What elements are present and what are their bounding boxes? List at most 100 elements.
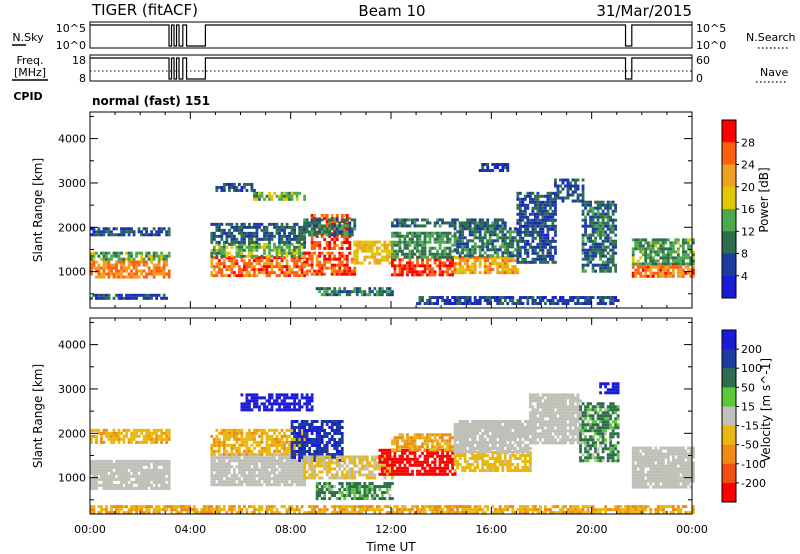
scatter-cell-0 [97,266,101,270]
scatter-cell-21 [604,263,608,267]
scatter-cell-13 [385,255,389,259]
scatter-cell-2 [145,233,148,237]
scatter-cell-7 [290,194,294,198]
scatter-cell-0 [152,266,156,270]
scatter-cell-21 [606,224,610,228]
scatter-cell-4 [263,268,266,272]
scatter-cell-22 [669,265,673,269]
scatter-cell-7 [360,494,364,498]
scatter-cell-3 [243,440,246,444]
scatter-cell-22 [649,265,653,269]
scatter-cell-0 [155,263,159,267]
scatter-cell-9 [305,269,309,273]
scatter-cell-24 [473,299,477,303]
scatter-cell-6 [245,231,249,235]
scatter-cell-16 [456,268,460,272]
scatter-cell-6 [303,458,307,462]
scatter-cell-19 [536,200,540,204]
scatter-cell-4 [268,402,271,406]
scatter-cell-5 [338,425,342,429]
scatter-cell-23 [674,238,678,242]
scatter-cell-11 [315,218,319,222]
scatter-cell-3 [150,293,154,297]
scatter-cell-2 [253,456,256,460]
scatter-cell-5 [288,245,291,249]
scatter-cell-6 [298,240,301,244]
scatter-cell-18 [426,221,429,225]
scatter-cell-9 [315,269,319,273]
scatter-cell-0 [117,272,121,276]
scatter-cell-7 [350,485,354,489]
scatter-cell-4 [237,268,241,272]
scatter-cell-0 [90,477,93,481]
scatter-cell-21 [586,251,590,255]
scatter-cell-2 [240,471,244,475]
scatter-cell-15 [443,234,447,238]
scatter-cell-20 [564,178,567,182]
scatter-cell-10 [325,216,329,220]
scatter-cell-13 [353,258,357,262]
scatter-cell-6 [305,458,309,462]
scatter-cell-1 [120,251,123,255]
scatter-cell-5 [290,242,294,246]
scatter-cell-0 [150,468,154,472]
scatter-cell-18 [501,221,505,225]
scatter-cell-5 [310,440,314,444]
scatter-cell-4 [230,268,234,272]
scatter-cell-18 [458,221,462,225]
scatter-cell-0 [152,480,156,484]
scatter-cell-21 [586,203,590,207]
scatter-cell-5 [293,245,296,249]
scatter-cell-3 [132,293,136,297]
scatter-cell-8 [237,188,241,192]
scatter-cell-7 [353,497,357,501]
scatter-cell-4 [308,396,312,400]
scatter-cell-19 [518,203,522,207]
scatter-cell-2 [222,480,226,484]
scatter-cell-19 [538,260,542,264]
scatter-cell-22 [676,265,680,269]
scatter-cell-16 [453,268,457,272]
scatter-cell-16 [483,265,487,269]
scatter-cell-21 [581,248,585,252]
scatter-cell-15 [396,249,399,253]
scatter-cell-5 [305,434,309,438]
scatter-cell-22 [656,271,660,275]
scatter-cell-23 [649,241,653,245]
scatter-cell-24 [609,299,613,303]
scatter-cell-11 [333,224,337,228]
scatter-cell-0 [137,275,141,279]
scatter-cell-17 [501,239,505,243]
scatter-cell-3 [268,452,271,456]
scatter-cell-2 [260,465,264,469]
scatter-cell-23 [636,241,640,245]
scatter-cell-3 [273,449,276,453]
scatter-cell-0 [122,465,126,469]
scatter-cell-6 [328,470,332,474]
scatter-cell-0 [155,486,159,490]
scatter-cell-5 [212,248,216,252]
scatter-cell-6 [360,467,364,471]
scatter-cell-10 [318,231,322,235]
scatter-cell-4 [290,271,294,275]
scatter-cell-19 [546,251,550,255]
scatter-cell-2 [250,471,254,475]
scatter-cell-11 [340,218,344,222]
scatter-cell-6 [290,231,294,235]
scatter-cell-15 [438,240,442,244]
scatter-cell-6 [290,228,294,232]
scatter-cell-15 [418,252,422,256]
scatter-cell-16 [478,259,482,263]
scatter-cell-3 [240,431,244,435]
scatter-cell-11 [320,218,324,222]
scatter-cell-7 [340,491,344,495]
scatter-cell-2 [217,456,221,460]
scatter-cell-5 [315,434,319,438]
scatter-cell-0 [142,462,146,466]
scatter-cell-4 [263,402,266,406]
scatter-cell-5 [295,248,299,252]
scatter-cell-17 [508,233,512,237]
scatter-cell-12 [323,290,327,294]
scatter-cell-4 [253,393,256,397]
scatter-cell-3 [145,293,148,297]
